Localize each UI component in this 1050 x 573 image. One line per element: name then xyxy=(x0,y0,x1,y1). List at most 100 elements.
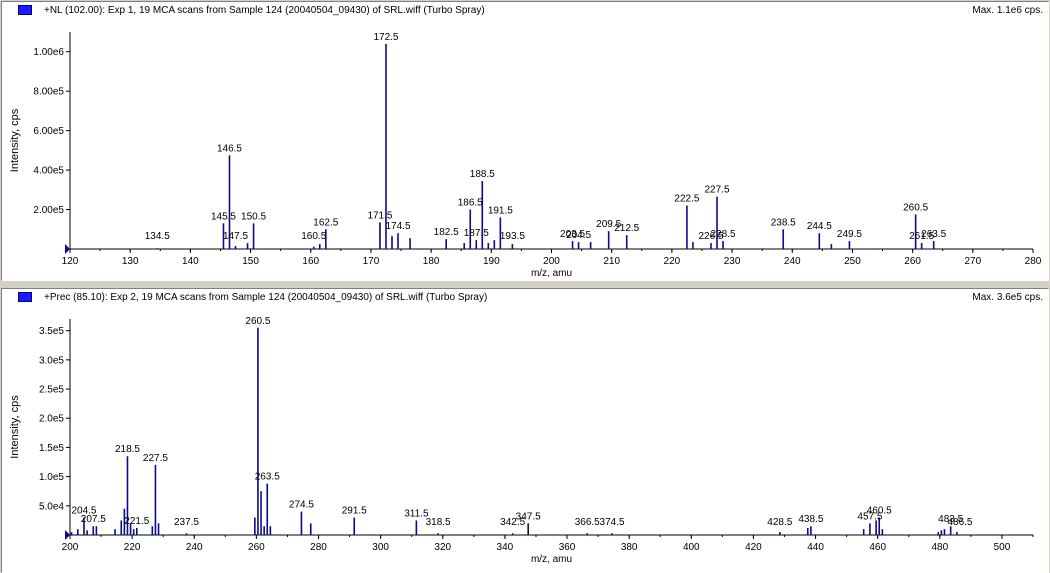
x-tick-label: 240 xyxy=(784,256,801,267)
peak-label: 160.5 xyxy=(301,231,326,242)
x-tick-label: 440 xyxy=(807,542,824,553)
spectrum-pane-1: +NL (102.00): Exp 1, 19 MCA scans from S… xyxy=(1,1,1049,281)
peak-label: 147.5 xyxy=(223,231,248,242)
spectrum-title: +NL (102.00): Exp 1, 19 MCA scans from S… xyxy=(44,5,485,16)
x-tick-label: 320 xyxy=(434,542,451,553)
peak-label: 204.5 xyxy=(71,505,96,516)
y-tick-label: 2.5e5 xyxy=(39,385,64,396)
peak-label: 221.5 xyxy=(124,516,149,527)
peak-label: 162.5 xyxy=(313,217,338,228)
x-axis-label: m/z, amu xyxy=(531,554,572,565)
y-tick-label: 5.0e4 xyxy=(39,501,64,512)
spectrum-pane-2: +Prec (85.10): Exp 2, 19 MCA scans from … xyxy=(1,288,1049,573)
series-marker-icon[interactable] xyxy=(18,5,32,15)
peak-label: 274.5 xyxy=(289,500,314,511)
y-tick-label: 1.0e5 xyxy=(39,472,64,483)
peak-label: 188.5 xyxy=(470,169,495,180)
peak-label: 261.5 xyxy=(909,231,934,242)
y-tick-label: 1.5e5 xyxy=(39,443,64,454)
x-tick-label: 120 xyxy=(62,256,79,267)
peak-label: 150.5 xyxy=(241,211,266,222)
peak-label: 203.5 xyxy=(560,229,585,240)
y-tick-label: 1.00e6 xyxy=(33,47,64,58)
x-tick-label: 130 xyxy=(122,256,139,267)
x-tick-label: 260 xyxy=(904,256,921,267)
x-tick-label: 150 xyxy=(242,256,259,267)
series-marker-icon[interactable] xyxy=(18,292,32,302)
y-tick-label: 6.00e5 xyxy=(33,126,64,137)
x-axis-label: m/z, amu xyxy=(531,268,572,279)
y-tick-label: 4.00e5 xyxy=(33,166,64,177)
x-tick-label: 190 xyxy=(483,256,500,267)
max-intensity-label: Max. 3.6e5 cps. xyxy=(972,292,1043,303)
peak-label: 226.5 xyxy=(698,231,723,242)
peak-label: 134.5 xyxy=(145,231,170,242)
x-tick-label: 220 xyxy=(664,256,681,267)
pane-header: +NL (102.00): Exp 1, 19 MCA scans from S… xyxy=(2,2,1048,18)
y-axis-label: Intensity, cps xyxy=(9,395,21,459)
x-tick-label: 380 xyxy=(621,542,638,553)
peak-label: 227.5 xyxy=(705,185,730,196)
peak-label: 483.5 xyxy=(938,514,963,525)
peak-label: 193.5 xyxy=(500,231,525,242)
y-tick-label: 2.00e5 xyxy=(33,205,64,216)
x-tick-label: 230 xyxy=(724,256,741,267)
x-tick-label: 400 xyxy=(683,542,700,553)
peak-label: 486.5 xyxy=(947,517,972,528)
peak-label: 260.5 xyxy=(245,316,270,327)
peak-label: 191.5 xyxy=(488,205,513,216)
peak-label: 342.5 xyxy=(500,517,525,528)
peak-label: 146.5 xyxy=(217,143,242,154)
peak-label: 311.5 xyxy=(404,508,429,519)
peak-label: 260.5 xyxy=(903,202,928,213)
peak-label: 182.5 xyxy=(434,227,459,238)
peak-label: 460.5 xyxy=(867,505,892,516)
peak-label: 218.5 xyxy=(115,444,140,455)
peak-label: 204.5 xyxy=(566,230,591,241)
peak-label: 249.5 xyxy=(837,229,862,240)
y-tick-label: 3.5e5 xyxy=(39,326,64,337)
peak-label: 186.5 xyxy=(458,198,483,209)
y-tick-label: 2.0e5 xyxy=(39,414,64,425)
spectrum-chart-2[interactable]: 200 220 240 260 280 300 320 340 360 380 400 420 440 4… xyxy=(2,289,1048,572)
x-tick-label: 170 xyxy=(363,256,380,267)
peak-label: 366.5 xyxy=(575,517,600,528)
peak-label: 438.5 xyxy=(798,514,823,525)
y-axis-label: Intensity, cps xyxy=(9,108,21,172)
x-tick-label: 180 xyxy=(423,256,440,267)
x-tick-label: 360 xyxy=(559,542,576,553)
peak-label: 212.5 xyxy=(614,223,639,234)
peak-label: 172.5 xyxy=(373,32,398,43)
peak-label: 263.5 xyxy=(921,229,946,240)
peak-label: 318.5 xyxy=(426,517,451,528)
x-tick-label: 300 xyxy=(372,542,389,553)
x-tick-label: 340 xyxy=(497,542,514,553)
peak-label: 457.5 xyxy=(857,511,882,522)
x-tick-label: 260 xyxy=(248,542,265,553)
origin-marker xyxy=(65,530,70,540)
spectrum-title: +Prec (85.10): Exp 2, 19 MCA scans from … xyxy=(44,292,488,303)
x-tick-label: 480 xyxy=(931,542,948,553)
peak-label: 374.5 xyxy=(600,517,625,528)
peak-label: 222.5 xyxy=(674,194,699,205)
x-tick-label: 220 xyxy=(124,542,141,553)
x-tick-label: 250 xyxy=(844,256,861,267)
x-tick-label: 270 xyxy=(964,256,981,267)
x-tick-label: 140 xyxy=(182,256,199,267)
peak-label: 263.5 xyxy=(255,472,280,483)
peak-label: 209.5 xyxy=(596,219,621,230)
peak-label: 237.5 xyxy=(174,517,199,528)
x-tick-label: 200 xyxy=(62,542,79,553)
x-tick-label: 240 xyxy=(186,542,203,553)
peak-label: 244.5 xyxy=(807,221,832,232)
peak-label: 228.5 xyxy=(711,229,736,240)
peak-label: 227.5 xyxy=(143,453,168,464)
x-tick-label: 280 xyxy=(1025,256,1042,267)
spectrum-chart-1[interactable]: 120 130 140 150 160 170 180 190 200 210 220 230 240 2… xyxy=(2,2,1048,280)
x-tick-label: 420 xyxy=(745,542,762,553)
origin-marker xyxy=(65,244,70,254)
peak-label: 145.5 xyxy=(211,211,236,222)
x-tick-label: 200 xyxy=(543,256,560,267)
x-tick-label: 280 xyxy=(310,542,327,553)
peak-label: 347.5 xyxy=(516,511,541,522)
